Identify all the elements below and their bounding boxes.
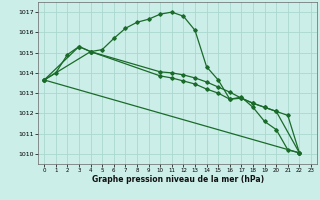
X-axis label: Graphe pression niveau de la mer (hPa): Graphe pression niveau de la mer (hPa) <box>92 175 264 184</box>
